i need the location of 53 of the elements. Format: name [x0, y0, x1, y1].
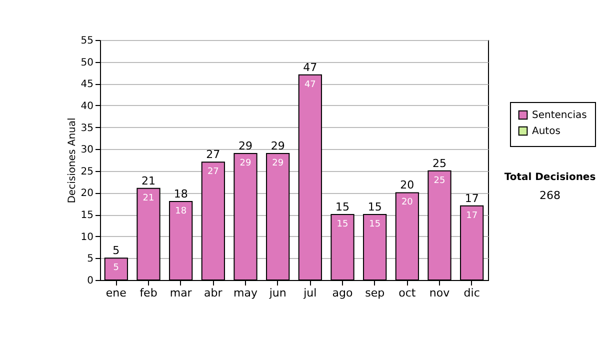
x-tick-label: ene: [106, 286, 127, 300]
total-label: 18: [174, 187, 188, 200]
x-tick-label: mar: [170, 286, 192, 300]
data-label: 5: [113, 263, 120, 274]
data-label: 21: [142, 193, 154, 204]
y-tick-label: 10: [80, 232, 94, 243]
legend-label: Sentencias: [532, 110, 587, 121]
text: Total Decisiones: [503, 172, 597, 183]
x-tick-label: abr: [204, 286, 223, 300]
y-axis-title: Decisiones Anual: [66, 118, 78, 204]
y-tick-label: 15: [80, 210, 94, 222]
total-label: 25: [432, 156, 446, 170]
total-label: 20: [400, 178, 414, 192]
y-tick-label: 35: [80, 122, 94, 134]
total-label: 29: [270, 139, 285, 152]
y-tick-label: 0: [87, 276, 94, 286]
total-label: 27: [206, 148, 220, 162]
total-label: 15: [368, 200, 382, 214]
text: 268: [538, 189, 562, 202]
x-tick-label: nov: [429, 286, 450, 300]
x-tick-label: oct: [398, 286, 416, 300]
y-tick-label: 30: [80, 144, 94, 156]
y-tick-label: 20: [80, 188, 94, 200]
total-label: 29: [238, 139, 252, 152]
y-tick-label: 5: [87, 254, 94, 265]
total-label: 15: [336, 200, 350, 214]
data-label: 27: [207, 167, 219, 178]
x-tick-label: jul: [302, 286, 317, 300]
y-tick-label: 50: [80, 57, 94, 68]
total-label: 47: [303, 60, 318, 74]
x-tick-label: dic: [464, 286, 480, 300]
y-tick-label: 55: [80, 36, 94, 46]
data-label: 29: [272, 158, 284, 168]
data-label: 17: [466, 210, 478, 221]
data-label: 15: [336, 220, 348, 230]
data-label: 20: [401, 198, 414, 208]
x-tick-label: jun: [268, 286, 286, 300]
x-tick-label: ago: [332, 286, 353, 300]
data-label: 29: [240, 158, 252, 168]
data-label: 18: [175, 206, 187, 216]
x-tick-label: sep: [365, 286, 385, 300]
x-tick-label: feb: [140, 286, 158, 300]
y-tick-label: 25: [80, 166, 94, 178]
total-label: 21: [142, 174, 156, 188]
data-label: 15: [369, 220, 381, 230]
y-tick-label: 45: [80, 79, 94, 90]
y-tick-label: 40: [80, 100, 94, 112]
legend-label: Autos: [532, 126, 560, 137]
data-label: 47: [304, 80, 316, 90]
data-label: 25: [434, 176, 446, 186]
x-tick-label: may: [234, 286, 258, 300]
total-label: 5: [112, 244, 120, 258]
total-label: 17: [464, 192, 479, 205]
